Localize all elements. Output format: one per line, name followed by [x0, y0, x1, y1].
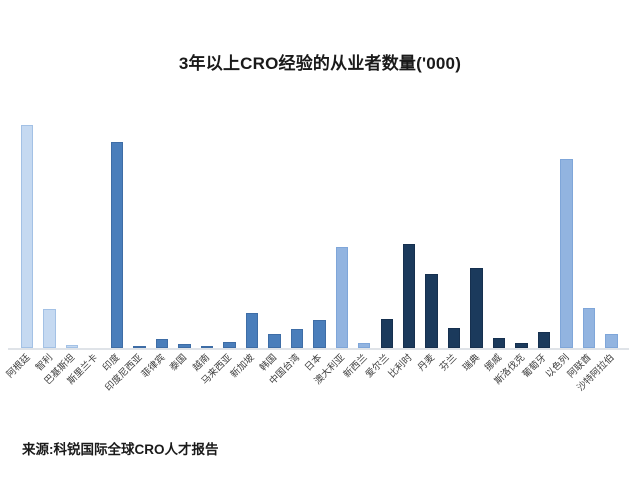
- bar: [335, 247, 348, 348]
- bar: [200, 345, 214, 348]
- chart-title: 3年以上CRO经验的从业者数量('000): [178, 54, 462, 73]
- bar: [470, 268, 483, 348]
- bar: [313, 320, 326, 348]
- bar: [605, 334, 618, 348]
- bar: [358, 343, 371, 348]
- bar: [537, 332, 551, 348]
- bar: [492, 338, 506, 348]
- bar: [245, 313, 259, 348]
- bar: [380, 319, 393, 348]
- bar: [110, 142, 124, 348]
- bar: [560, 159, 573, 348]
- bar: [223, 342, 236, 348]
- bar: [21, 125, 34, 348]
- bar: [268, 334, 281, 348]
- bar: [65, 345, 79, 348]
- bar: [178, 344, 191, 348]
- bar: [133, 345, 146, 348]
- bar: [290, 329, 304, 348]
- bar: [402, 244, 416, 348]
- bar: [155, 339, 169, 348]
- bar: [43, 309, 56, 348]
- bar: [425, 274, 438, 348]
- source-note: 来源:科锐国际全球CRO人才报告: [22, 442, 219, 457]
- bar: [515, 343, 528, 348]
- bar: [447, 328, 461, 348]
- bar: [582, 308, 596, 348]
- x-axis-line: [8, 348, 629, 350]
